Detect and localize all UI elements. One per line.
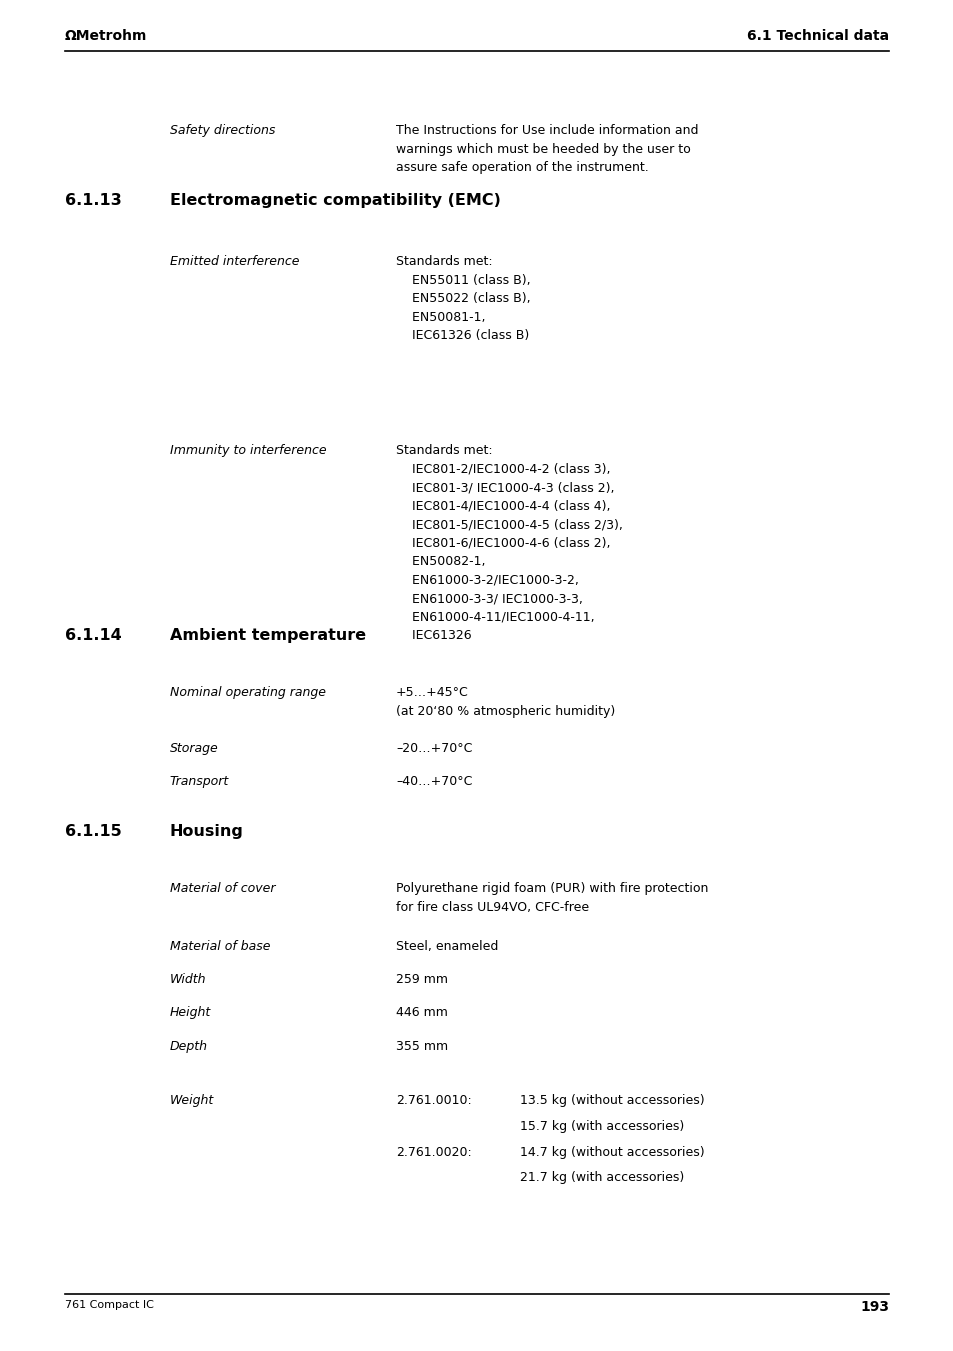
Text: –20…+70°C: –20…+70°C [395,742,472,755]
Text: 6.1 Technical data: 6.1 Technical data [746,28,888,42]
Text: 15.7 kg: 15.7 kg [519,1120,566,1133]
Text: (with accessories): (with accessories) [566,1171,683,1185]
Text: The Instructions for Use include information and
warnings which must be heeded b: The Instructions for Use include informa… [395,124,698,174]
Text: 21.7 kg: 21.7 kg [519,1171,566,1185]
Text: 446 mm: 446 mm [395,1006,447,1020]
Text: Housing: Housing [170,824,243,839]
Text: Depth: Depth [170,1040,208,1054]
Text: Storage: Storage [170,742,218,755]
Text: Steel, enameled: Steel, enameled [395,940,497,954]
Text: (with accessories): (with accessories) [566,1120,683,1133]
Text: 6.1.14: 6.1.14 [65,628,121,643]
Text: Nominal operating range: Nominal operating range [170,686,326,700]
Text: Safety directions: Safety directions [170,124,274,138]
Text: ΩMetrohm: ΩMetrohm [65,28,147,42]
Text: +5…+45°C
(at 20‘80 % atmospheric humidity): +5…+45°C (at 20‘80 % atmospheric humidit… [395,686,615,717]
Text: 355 mm: 355 mm [395,1040,448,1054]
Text: Weight: Weight [170,1094,213,1108]
Text: Ambient temperature: Ambient temperature [170,628,366,643]
Text: 13.5 kg: 13.5 kg [519,1094,566,1108]
Text: –40…+70°C: –40…+70°C [395,775,472,789]
Text: (without accessories): (without accessories) [566,1146,703,1159]
Text: Emitted interference: Emitted interference [170,255,299,269]
Text: 193: 193 [860,1300,888,1313]
Text: 2.761.0010:: 2.761.0010: [395,1094,471,1108]
Text: Material of base: Material of base [170,940,270,954]
Text: Electromagnetic compatibility (EMC): Electromagnetic compatibility (EMC) [170,193,500,208]
Text: 6.1.15: 6.1.15 [65,824,121,839]
Text: 259 mm: 259 mm [395,973,448,986]
Text: Polyurethane rigid foam (PUR) with fire protection
for fire class UL94VO, CFC-fr: Polyurethane rigid foam (PUR) with fire … [395,882,707,913]
Text: 2.761.0020:: 2.761.0020: [395,1146,471,1159]
Text: 761 Compact IC: 761 Compact IC [65,1300,153,1309]
Text: Width: Width [170,973,206,986]
Text: Standards met:
    IEC801-2/IEC1000-4-2 (class 3),
    IEC801-3/ IEC1000-4-3 (cl: Standards met: IEC801-2/IEC1000-4-2 (cla… [395,444,622,643]
Text: Material of cover: Material of cover [170,882,275,896]
Text: Height: Height [170,1006,211,1020]
Text: Immunity to interference: Immunity to interference [170,444,326,458]
Text: 6.1.13: 6.1.13 [65,193,121,208]
Text: Transport: Transport [170,775,229,789]
Text: (without accessories): (without accessories) [566,1094,703,1108]
Text: 14.7 kg: 14.7 kg [519,1146,566,1159]
Text: Standards met:
    EN55011 (class B),
    EN55022 (class B),
    EN50081-1,
    : Standards met: EN55011 (class B), EN5502… [395,255,530,342]
